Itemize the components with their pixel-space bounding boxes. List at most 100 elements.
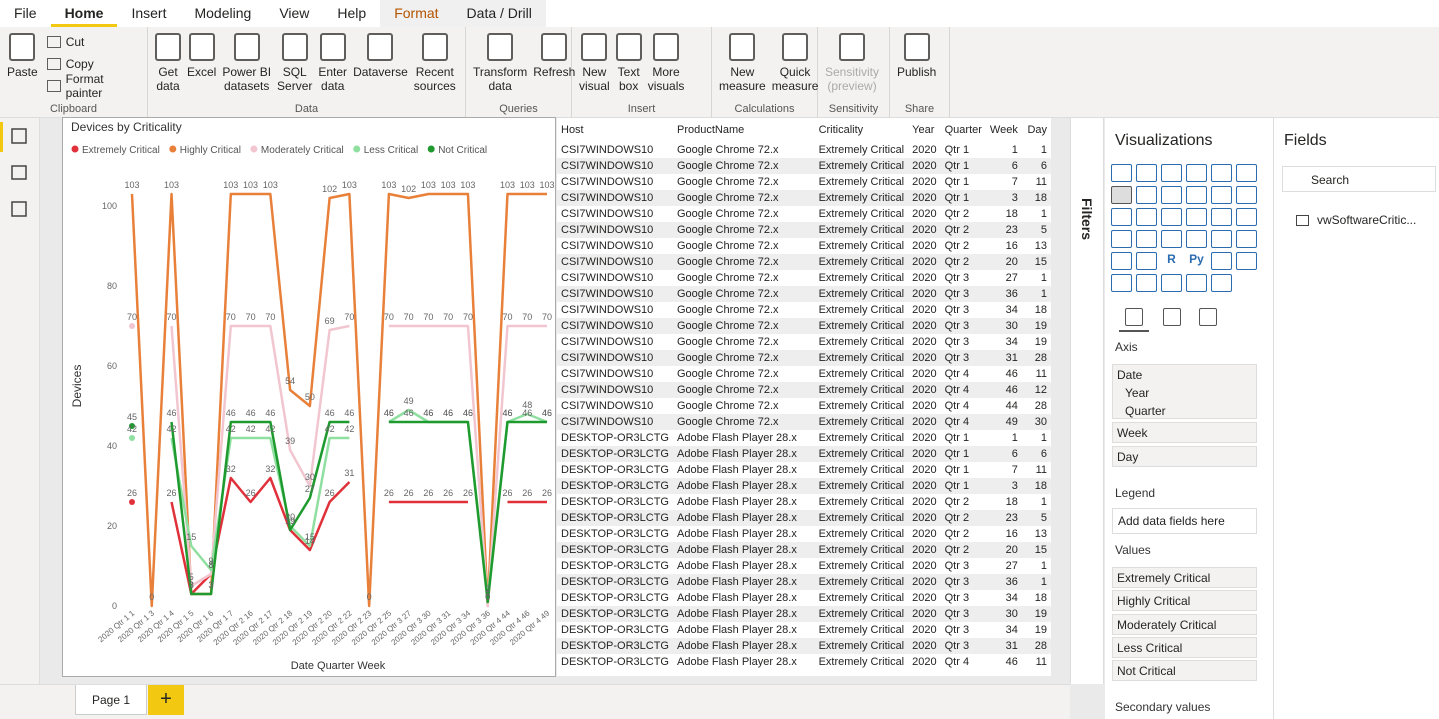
visual-icon[interactable] xyxy=(1236,230,1257,248)
visual-icon[interactable] xyxy=(1111,252,1132,270)
ribbon-button[interactable]: Enter data xyxy=(315,31,350,118)
ribbon-button[interactable]: Text box xyxy=(613,31,645,118)
small-button[interactable]: Cut xyxy=(46,31,143,53)
menu-tab[interactable]: View xyxy=(279,5,310,21)
menu-tab[interactable]: Data / Drill xyxy=(452,0,546,27)
field-well[interactable]: Date Year Quarter xyxy=(1112,364,1257,419)
ribbon-button[interactable]: Refresh xyxy=(530,31,578,118)
ribbon-button[interactable]: New visual xyxy=(576,31,613,118)
visual-icon[interactable] xyxy=(1186,208,1207,226)
field-well[interactable]: Highly Critical xyxy=(1112,590,1257,612)
ribbon-button[interactable]: Power BI datasets xyxy=(219,31,274,118)
visual-icon[interactable] xyxy=(1211,252,1232,270)
ribbon-button[interactable]: Dataverse xyxy=(350,31,411,118)
column-header[interactable]: Criticality xyxy=(818,124,864,136)
visual-icon[interactable] xyxy=(1161,208,1182,226)
visual-icon[interactable] xyxy=(1211,274,1232,292)
page-tab[interactable]: Page 1 xyxy=(75,685,147,715)
format-tab[interactable] xyxy=(1163,308,1181,326)
visual-icon[interactable] xyxy=(1186,274,1207,292)
visual-icon[interactable] xyxy=(1161,274,1182,292)
data-label: 46 xyxy=(443,408,453,418)
ribbon-button[interactable]: More visuals xyxy=(645,31,688,118)
visual-icon[interactable] xyxy=(1161,230,1182,248)
visual-icon[interactable] xyxy=(1136,274,1157,292)
field-table[interactable]: vwSoftwareCritic... xyxy=(1296,213,1416,227)
visual-icon[interactable] xyxy=(1111,186,1132,204)
ribbon-button[interactable]: Recent sources xyxy=(411,31,459,118)
visual-icon[interactable] xyxy=(1211,164,1232,182)
visual-icon[interactable] xyxy=(1161,164,1182,182)
fields-tab[interactable] xyxy=(1125,308,1143,326)
data-label: 3 xyxy=(209,580,214,590)
line-chart-visual[interactable]: Devices by Criticality Extremely Critical… xyxy=(62,117,556,677)
field-well[interactable]: Moderately Critical xyxy=(1112,613,1257,635)
ribbon-button[interactable]: Paste xyxy=(4,31,41,118)
menu-tab[interactable]: Modeling xyxy=(194,5,252,21)
visual-icon[interactable] xyxy=(1211,208,1232,226)
button-icon xyxy=(653,33,680,61)
python-visual-icon[interactable]: Py xyxy=(1189,252,1204,266)
visual-icon[interactable] xyxy=(1186,164,1207,182)
small-button[interactable]: Format painter xyxy=(46,72,143,100)
ribbon-button[interactable]: Excel xyxy=(184,31,219,118)
visual-icon[interactable] xyxy=(1136,230,1157,248)
menu-tab[interactable]: File xyxy=(14,5,37,21)
add-page-button[interactable]: + xyxy=(148,685,184,715)
search-box[interactable]: Search xyxy=(1282,166,1436,192)
column-header[interactable]: Quarter xyxy=(944,124,982,136)
small-button[interactable]: Copy xyxy=(46,53,143,75)
column-header[interactable]: Week xyxy=(989,124,1018,136)
visual-icon[interactable] xyxy=(1111,164,1132,182)
well-placeholder[interactable]: Add data fields here xyxy=(1112,508,1257,534)
ribbon-button[interactable]: Get data xyxy=(152,31,184,118)
table-cell: Qtr 1 xyxy=(944,448,970,460)
menu-tab[interactable]: Home xyxy=(50,0,118,27)
visual-icon[interactable] xyxy=(1136,252,1157,270)
field-well[interactable]: Day xyxy=(1112,446,1257,467)
analytics-tab[interactable] xyxy=(1199,308,1217,326)
table-cell: CSI7WINDOWS10 xyxy=(561,352,654,364)
visual-icon[interactable] xyxy=(1111,208,1132,226)
column-header[interactable]: Host xyxy=(561,124,584,136)
field-well[interactable]: Extremely Critical xyxy=(1112,567,1257,588)
column-header[interactable]: Day xyxy=(1027,124,1047,136)
column-header[interactable]: ProductName xyxy=(677,124,745,136)
data-label: 46 xyxy=(265,408,275,418)
field-well[interactable]: Week xyxy=(1112,422,1257,443)
visual-icon[interactable] xyxy=(1236,186,1257,204)
table-cell: 2020 xyxy=(912,288,937,300)
visual-icon[interactable] xyxy=(1136,186,1157,204)
visual-icon[interactable] xyxy=(1211,230,1232,248)
visual-icon[interactable] xyxy=(1161,186,1182,204)
r-visual-icon[interactable]: R xyxy=(1167,252,1176,266)
legend-marker xyxy=(250,145,258,153)
ribbon-button[interactable]: New measure xyxy=(716,31,769,118)
model-view-icon[interactable] xyxy=(11,201,27,217)
visual-icon[interactable] xyxy=(1136,164,1157,182)
visual-icon[interactable] xyxy=(1236,208,1257,226)
ribbon-button[interactable]: Quick measure xyxy=(769,31,822,118)
table-visual[interactable]: Host ProductName Criticality Year Quarter Wee… xyxy=(557,118,1051,676)
visual-icon[interactable] xyxy=(1111,230,1132,248)
visual-icon[interactable] xyxy=(1136,208,1157,226)
field-well[interactable]: Not Critical xyxy=(1112,660,1257,682)
ribbon-button[interactable]: Publish xyxy=(894,31,939,118)
visual-icon[interactable] xyxy=(1236,164,1257,182)
filters-pane[interactable]: Filters xyxy=(1070,118,1104,684)
visual-icon[interactable] xyxy=(1186,230,1207,248)
visual-icon[interactable] xyxy=(1236,252,1257,270)
ribbon-button[interactable]: Transform data xyxy=(470,31,530,118)
visual-icon[interactable] xyxy=(1211,186,1232,204)
visual-icon[interactable] xyxy=(1186,186,1207,204)
visual-icon[interactable] xyxy=(1111,274,1132,292)
column-header[interactable]: Year xyxy=(912,124,935,136)
report-view-icon[interactable] xyxy=(11,128,27,144)
ribbon-button[interactable]: SQL Server xyxy=(274,31,315,118)
menu-tab[interactable]: Help xyxy=(337,5,367,21)
field-well[interactable]: Less Critical xyxy=(1112,636,1257,658)
data-view-icon[interactable] xyxy=(11,165,27,180)
ribbon-button[interactable]: Sensitivity (preview) xyxy=(822,31,882,118)
menu-tab[interactable]: Insert xyxy=(131,5,167,21)
menu-tab[interactable]: Format xyxy=(380,0,453,27)
